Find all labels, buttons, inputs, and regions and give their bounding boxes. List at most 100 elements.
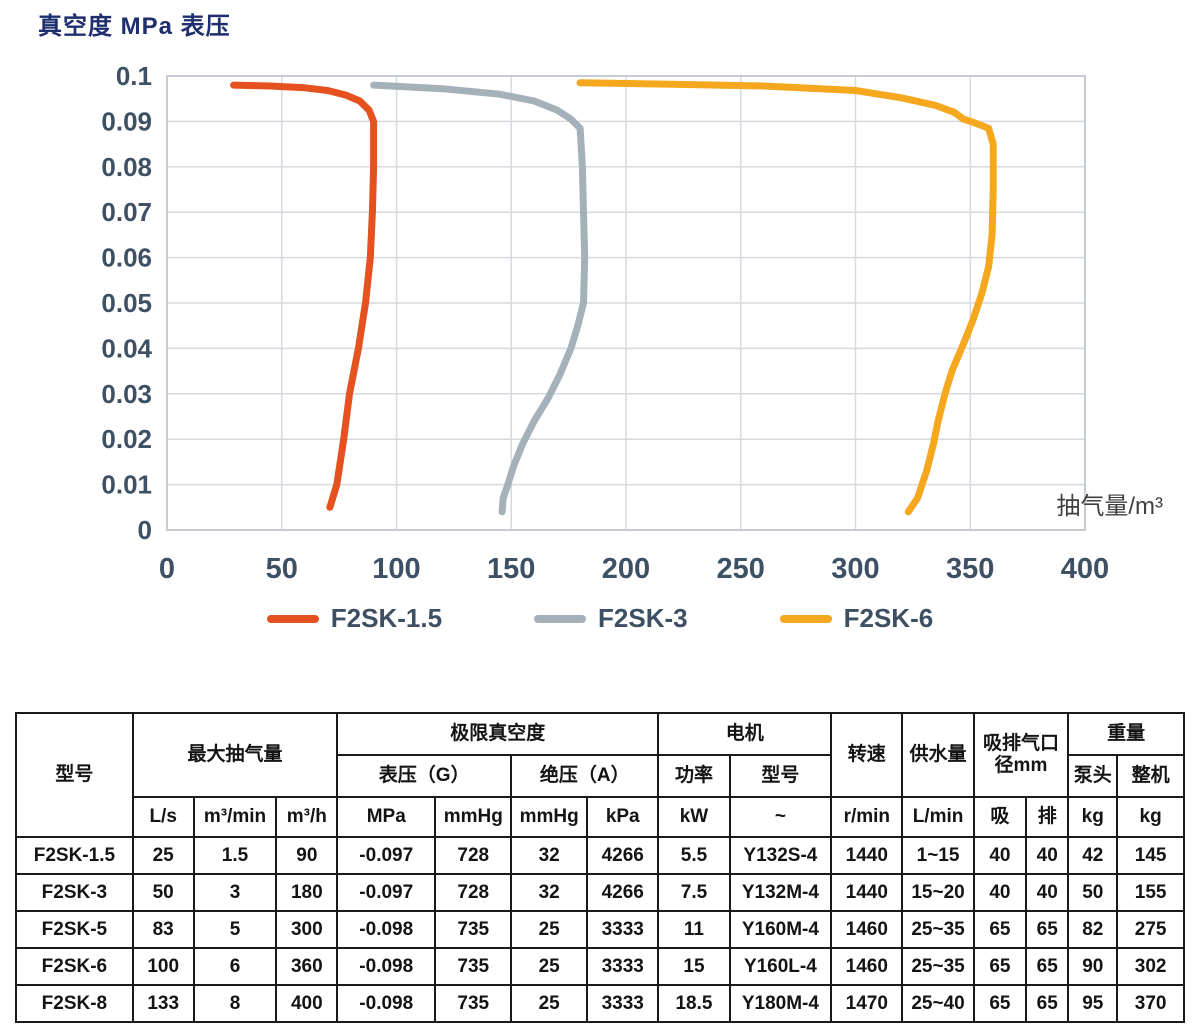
table-header-cell: 供水量 — [901, 712, 975, 798]
legend-item-F2SK-6: F2SK-6 — [779, 603, 934, 634]
table-cell: 145 — [1116, 836, 1185, 875]
table-header-cell: 电机 — [657, 712, 833, 756]
table-cell: 100 — [131, 947, 195, 986]
chart-legend: F2SK-1.5 F2SK-3 F2SK-6 — [0, 603, 1200, 634]
table-cell: 40 — [1025, 836, 1070, 875]
table-cell: 18.5 — [657, 984, 731, 1023]
legend-item-F2SK-1.5: F2SK-1.5 — [266, 603, 443, 634]
y-axis-tick-label: 0.1 — [116, 61, 152, 91]
table-cell: Y132M-4 — [728, 873, 833, 912]
table-cell: 82 — [1067, 910, 1119, 949]
table-cell: 3333 — [586, 910, 660, 949]
table-cell: 180 — [275, 873, 339, 912]
table-cell: 25~35 — [901, 947, 975, 986]
table-cell: 15~20 — [901, 873, 975, 912]
table-cell: 15 — [657, 947, 731, 986]
table-header-cell: kg — [1067, 796, 1119, 838]
table-cell: 65 — [1025, 984, 1070, 1023]
table-header-cell: mmHg — [434, 796, 513, 838]
y-axis-tick-label: 0.04 — [101, 333, 152, 363]
table-header-cell: 重量 — [1067, 712, 1185, 756]
x-axis-tick-label: 350 — [946, 553, 994, 585]
table-cell: 65 — [972, 947, 1028, 986]
table-cell: 6 — [192, 947, 278, 986]
legend-label: F2SK-6 — [843, 603, 934, 633]
y-axis-tick-label: 0.09 — [101, 106, 152, 136]
table-header-cell: kPa — [586, 796, 660, 838]
table-cell: 302 — [1116, 947, 1185, 986]
table-cell: 1440 — [830, 873, 904, 912]
table-cell: 50 — [1067, 873, 1119, 912]
x-axis-tick-label: 150 — [487, 553, 535, 585]
table-cell: 95 — [1067, 984, 1119, 1023]
table-cell: 32 — [510, 873, 589, 912]
table-cell: 65 — [972, 910, 1028, 949]
table-cell: -0.098 — [336, 947, 437, 986]
table-header-cell: 转速 — [830, 712, 904, 798]
table-cell: 360 — [275, 947, 339, 986]
table-header-cell: kW — [657, 796, 731, 838]
table-cell: 133 — [131, 984, 195, 1023]
table-cell: 1~15 — [901, 836, 975, 875]
chart-title: 真空度 MPa 表压 — [38, 13, 231, 40]
table-cell: 25 — [510, 910, 589, 949]
series-line-F2SK-6 — [576, 79, 997, 516]
table-header-cell: ~ — [728, 796, 833, 838]
x-axis-tick-label: 250 — [717, 553, 765, 585]
table-header-cell: 泵头 — [1067, 754, 1119, 798]
table-cell: F2SK-6 — [15, 947, 134, 986]
legend-swatch — [266, 614, 319, 623]
table-cell: F2SK-5 — [15, 910, 134, 949]
table-row: F2SK-6 100 6 360 -0.098 735 25 3333 15 Y160L-4 146… — [15, 947, 1185, 986]
table-cell: 4266 — [586, 873, 660, 912]
table-cell: 25 — [510, 984, 589, 1023]
x-axis-tick-label: 400 — [1061, 553, 1109, 585]
table-cell: 65 — [1025, 947, 1070, 986]
table-cell: 275 — [1116, 910, 1185, 949]
table-cell: -0.098 — [336, 910, 437, 949]
table-cell: 83 — [131, 910, 195, 949]
table-header-cell: MPa — [336, 796, 437, 838]
table-cell: 300 — [275, 910, 339, 949]
table-header-cell: kg — [1116, 796, 1185, 838]
x-axis-tick-label: 100 — [372, 553, 420, 585]
table-cell: 400 — [275, 984, 339, 1023]
table-cell: 735 — [434, 984, 513, 1023]
table-header-cell: m³/min — [192, 796, 278, 838]
x-axis-unit-label: 抽气量/m³ — [1056, 493, 1163, 520]
table-body: F2SK-1.5 25 1.5 90 -0.097 728 32 4266 5.5 Y132S-4… — [15, 836, 1185, 1023]
table-header-cell: m³/h — [275, 796, 339, 838]
table-cell: 11 — [657, 910, 731, 949]
table-cell: -0.097 — [336, 873, 437, 912]
table-cell: 370 — [1116, 984, 1185, 1023]
y-axis-tick-label: 0.03 — [101, 379, 152, 409]
table-header-row: 型号 最大抽气量 极限真空度 电机 转速 供水量 吸排气口径mm 重量 — [15, 712, 1185, 838]
table-header-cell: 吸 — [972, 796, 1028, 838]
pump-spec-table: 型号 最大抽气量 极限真空度 电机 转速 供水量 吸排气口径mm 重量 表压（G） 绝压（A） 功率… — [15, 712, 1185, 1023]
table-header-cell: L/min — [901, 796, 975, 838]
table-cell: 155 — [1116, 873, 1185, 912]
table-cell: -0.098 — [336, 984, 437, 1023]
table-cell: Y132S-4 — [728, 836, 833, 875]
legend-swatch — [779, 614, 832, 623]
table-cell: 728 — [434, 873, 513, 912]
table-cell: 8 — [192, 984, 278, 1023]
table-cell: 65 — [972, 984, 1028, 1023]
table-header-cell: 吸排气口径mm — [972, 712, 1070, 798]
x-axis-tick-label: 300 — [831, 553, 879, 585]
table-cell: 1440 — [830, 836, 904, 875]
y-axis-tick-label: 0.06 — [101, 243, 152, 273]
table-cell: 3 — [192, 873, 278, 912]
table-header-cell: 绝压（A） — [510, 754, 660, 798]
table-cell: 1470 — [830, 984, 904, 1023]
legend-label: F2SK-1.5 — [330, 603, 443, 633]
table-cell: 25~35 — [901, 910, 975, 949]
table-row: F2SK-3 50 3 180 -0.097 728 32 4266 7.5 Y132M-4 144… — [15, 873, 1185, 912]
y-axis-tick-label: 0.01 — [101, 470, 152, 500]
x-axis-tick-label: 0 — [159, 553, 175, 585]
table-cell: 728 — [434, 836, 513, 875]
table-cell: 3333 — [586, 947, 660, 986]
y-axis-tick-label: 0.05 — [101, 288, 152, 318]
legend-swatch — [534, 614, 587, 623]
